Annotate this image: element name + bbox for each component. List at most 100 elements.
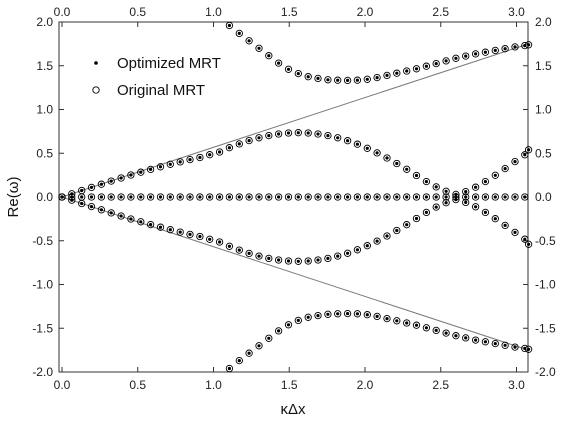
original-mrt-point [521, 151, 529, 159]
optimized-mrt-point [247, 251, 251, 255]
optimized-mrt-point [414, 216, 419, 221]
original-mrt-point [412, 193, 421, 201]
optimized-mrt-point [149, 167, 153, 171]
original-mrt-point [215, 238, 224, 246]
optimized-mrt-point [149, 195, 153, 199]
x-tick-label-top: 3.0 [508, 5, 525, 19]
optimized-mrt-point [129, 217, 133, 221]
original-mrt-point [127, 215, 135, 223]
optimized-mrt-point [149, 223, 153, 227]
optimized-mrt-point [257, 46, 261, 50]
optimized-mrt-point [513, 345, 517, 349]
optimized-mrt-point [99, 195, 103, 199]
original-mrt-point [334, 76, 342, 84]
optimized-mrt-point [188, 158, 192, 162]
optimized-mrt-point [474, 338, 478, 342]
optimized-mrt-point [257, 195, 261, 199]
original-mrt-point [373, 149, 381, 157]
original-mrt-point [274, 130, 283, 138]
original-mrt-point [294, 129, 302, 137]
original-mrt-point [343, 193, 352, 201]
x-tick-label-top: 2.5 [432, 5, 449, 19]
original-mrt-point [432, 183, 440, 191]
optimized-mrt-point [483, 195, 487, 199]
y-tick-label-right: 1.0 [535, 103, 552, 117]
original-mrt-point [137, 193, 145, 201]
original-mrt-point [225, 193, 234, 201]
original-mrt-point [255, 342, 263, 350]
original-mrt-point [87, 183, 96, 192]
original-mrt-point [412, 171, 421, 180]
optimized-mrt-point [237, 248, 241, 252]
optimized-mrt-point [503, 167, 507, 171]
original-mrt-point [462, 198, 470, 207]
original-mrt-point [524, 345, 533, 353]
optimized-mrt-point [395, 228, 399, 233]
original-mrt-point [393, 193, 401, 201]
original-mrt-point [471, 336, 480, 344]
original-mrt-point [156, 163, 165, 171]
optimized-mrt-point [267, 195, 271, 199]
y-tick-label-right: -1.0 [535, 278, 556, 292]
original-mrt-point [471, 203, 480, 211]
optimized-mrt-point [454, 334, 458, 338]
optimized-mrt-point [158, 165, 163, 169]
optimized-mrt-point [365, 244, 369, 248]
original-mrt-point [255, 44, 263, 52]
optimized-mrt-point [365, 313, 369, 317]
original-mrt-point [383, 193, 391, 201]
original-mrt-point [304, 193, 312, 201]
original-mrt-point [343, 137, 352, 145]
x-tick-label-top: 1.5 [281, 5, 298, 19]
optimized-mrt-point [139, 170, 143, 174]
original-mrt-point [481, 48, 490, 56]
axis-ticks [59, 21, 528, 373]
original-mrt-point [255, 252, 263, 260]
optimized-mrt-point [434, 62, 438, 66]
original-mrt-point [383, 71, 391, 80]
original-mrt-point [343, 309, 352, 318]
optimized-mrt-point [218, 240, 222, 244]
optimized-mrt-point [375, 76, 379, 80]
optimized-mrt-point [365, 146, 369, 150]
original-mrt-point [304, 313, 312, 321]
optimized-mrt-point [158, 195, 163, 199]
original-mrt-point [235, 356, 243, 365]
original-mrt-point [373, 312, 381, 321]
original-mrt-point [97, 180, 106, 188]
original-mrt-point [245, 136, 253, 145]
optimized-mrt-point [89, 185, 94, 189]
optimized-mrt-point [306, 315, 310, 319]
original-mrt-point [274, 59, 283, 67]
original-mrt-point [225, 21, 234, 30]
optimized-mrt-point [375, 151, 379, 155]
y-tick-label-left: 1.0 [36, 103, 53, 117]
optimized-mrt-point [257, 254, 261, 258]
optimized-mrt-point [99, 182, 103, 186]
optimized-mrt-point [168, 162, 172, 166]
optimized-mrt-point [405, 69, 409, 73]
optimized-mrt-point [178, 230, 182, 234]
original-mrt-point [524, 240, 533, 248]
optimized-mrt-point [503, 343, 507, 347]
optimized-mrt-point [336, 78, 340, 82]
original-mrt-point [353, 76, 362, 84]
optimized-mrt-point [89, 195, 94, 199]
original-mrt-point [383, 154, 391, 162]
original-mrt-point [146, 165, 155, 174]
optimized-mrt-point [483, 180, 487, 184]
optimized-mrt-point [474, 205, 478, 209]
original-mrt-point [432, 203, 440, 211]
original-mrt-point [304, 73, 312, 81]
optimized-mrt-point [444, 195, 448, 199]
original-mrt-point [393, 226, 401, 235]
optimized-mrt-point [296, 72, 300, 76]
optimized-mrt-point [493, 48, 497, 53]
optimized-mrt-point [267, 336, 271, 340]
optimized-mrt-point [306, 195, 310, 199]
original-mrt-point [215, 148, 224, 156]
optimized-mrt-point [267, 54, 271, 58]
original-mrt-point [462, 334, 470, 342]
original-mrt-point [481, 177, 490, 186]
original-mrt-point [235, 193, 243, 201]
